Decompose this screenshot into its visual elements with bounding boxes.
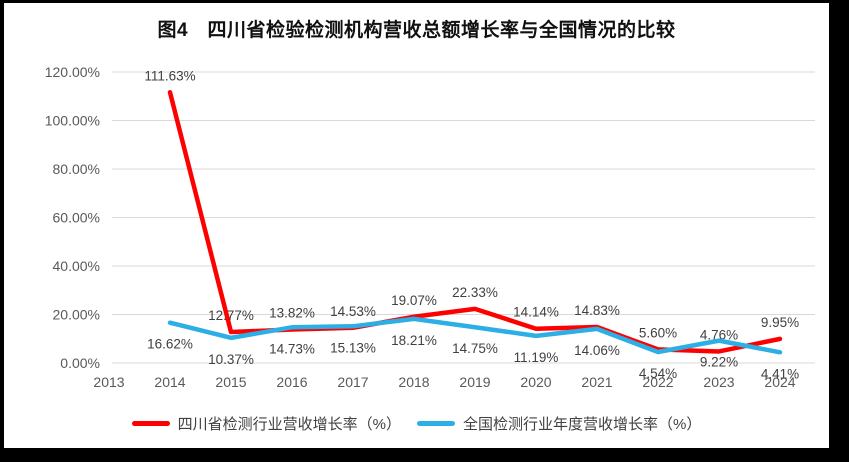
svg-text:100.00%: 100.00% xyxy=(45,113,100,129)
svg-text:2016: 2016 xyxy=(276,374,307,390)
svg-text:9.22%: 9.22% xyxy=(700,355,738,370)
svg-text:14.06%: 14.06% xyxy=(574,343,620,358)
svg-text:9.95%: 9.95% xyxy=(761,315,799,330)
legend-label-national: 全国检测行业年度营收增长率（%） xyxy=(463,415,702,433)
svg-text:14.75%: 14.75% xyxy=(452,341,498,356)
legend-swatch-blue-line xyxy=(417,420,455,426)
svg-text:2018: 2018 xyxy=(398,374,429,390)
svg-text:2023: 2023 xyxy=(703,374,734,390)
svg-text:14.14%: 14.14% xyxy=(513,305,559,320)
svg-text:2013: 2013 xyxy=(93,374,124,390)
svg-text:4.54%: 4.54% xyxy=(639,366,677,381)
svg-text:4.76%: 4.76% xyxy=(700,327,738,342)
svg-text:0.00%: 0.00% xyxy=(60,355,100,371)
svg-text:120.00%: 120.00% xyxy=(45,64,100,80)
svg-text:2024: 2024 xyxy=(764,374,795,390)
svg-text:2019: 2019 xyxy=(459,374,490,390)
svg-text:14.83%: 14.83% xyxy=(574,303,620,318)
svg-text:2017: 2017 xyxy=(337,374,368,390)
legend-label-sichuan: 四川省检测行业营收增长率（%） xyxy=(177,415,401,433)
svg-text:18.21%: 18.21% xyxy=(391,333,437,348)
svg-text:60.00%: 60.00% xyxy=(53,210,100,226)
legend: 四川省检测行业营收增长率（%） 全国检测行业年度营收增长率（%） xyxy=(4,398,829,448)
svg-text:40.00%: 40.00% xyxy=(53,258,100,274)
svg-text:5.60%: 5.60% xyxy=(639,325,677,340)
svg-text:111.63%: 111.63% xyxy=(144,68,195,83)
svg-text:10.37%: 10.37% xyxy=(208,352,254,367)
svg-text:14.73%: 14.73% xyxy=(269,341,315,356)
line-chart: 0.00% 20.00% 40.00% 60.00% 80.00% 100.00% 120.… xyxy=(45,64,815,390)
chart-title: 图4 四川省检验检测机构营收总额增长率与全国情况的比较 xyxy=(157,19,676,41)
svg-text:13.82%: 13.82% xyxy=(269,305,315,320)
svg-text:2015: 2015 xyxy=(215,374,246,390)
svg-text:2014: 2014 xyxy=(154,374,185,390)
svg-text:2020: 2020 xyxy=(520,374,551,390)
svg-text:20.00%: 20.00% xyxy=(53,307,100,323)
svg-text:2021: 2021 xyxy=(581,374,612,390)
svg-text:4.41%: 4.41% xyxy=(761,366,799,381)
legend-item-sichuan: 四川省检测行业营收增长率（%） xyxy=(131,413,401,434)
svg-text:80.00%: 80.00% xyxy=(53,161,100,177)
svg-text:11.19%: 11.19% xyxy=(514,350,559,365)
svg-text:16.62%: 16.62% xyxy=(147,337,193,352)
svg-text:15.13%: 15.13% xyxy=(330,340,376,355)
legend-item-national: 全国检测行业年度营收增长率（%） xyxy=(417,413,701,434)
legend-swatch-red-line xyxy=(131,420,170,426)
svg-text:2022: 2022 xyxy=(642,374,673,390)
svg-text:12.77%: 12.77% xyxy=(208,308,254,323)
svg-text:14.53%: 14.53% xyxy=(330,304,376,319)
svg-text:22.33%: 22.33% xyxy=(452,285,498,300)
svg-text:19.07%: 19.07% xyxy=(391,293,437,308)
